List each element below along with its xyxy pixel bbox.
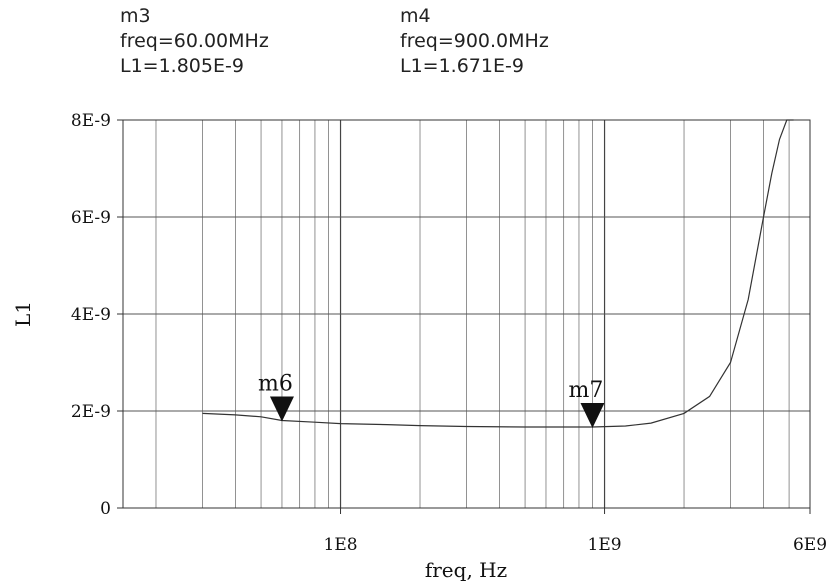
x-axis-label: freq, Hz bbox=[425, 558, 507, 582]
y-tick-label: 8E-9 bbox=[71, 111, 111, 131]
x-tick-label: 1E9 bbox=[588, 535, 622, 555]
marker-triangle-m6 bbox=[269, 396, 294, 422]
marker-readout-m4: m4 freq=900.0MHz L1=1.671E-9 bbox=[400, 4, 549, 79]
marker-readout-value: L1=1.805E-9 bbox=[120, 55, 244, 77]
marker-readout-name: m3 bbox=[120, 5, 151, 27]
chart-markers: m6 m7 bbox=[258, 371, 605, 428]
marker-readout-freq: freq=900.0MHz bbox=[400, 30, 549, 52]
y-tick-label: 4E-9 bbox=[71, 305, 111, 325]
y-axis-label: L1 bbox=[11, 301, 35, 327]
marker-label-m7: m7 bbox=[568, 378, 603, 403]
y-tick-label: 2E-9 bbox=[71, 402, 111, 422]
grid-lines bbox=[123, 119, 810, 509]
marker-readout-freq: freq=60.00MHz bbox=[120, 30, 269, 52]
x-tick-label: 1E8 bbox=[324, 535, 358, 555]
x-tick-label: 6E9 bbox=[793, 535, 827, 555]
y-tick-label: 6E-9 bbox=[71, 208, 111, 228]
tick-labels: 0 2E-9 4E-9 6E-9 8E-9 1E8 1E9 6E9 bbox=[71, 111, 827, 555]
marker-readout-value: L1=1.671E-9 bbox=[400, 55, 524, 77]
marker-readout-name: m4 bbox=[400, 5, 431, 27]
y-tick-label: 0 bbox=[100, 499, 111, 519]
marker-triangle-m7 bbox=[580, 402, 605, 428]
marker-readout-m3: m3 freq=60.00MHz L1=1.805E-9 bbox=[120, 4, 269, 79]
marker-label-m6: m6 bbox=[258, 371, 293, 396]
